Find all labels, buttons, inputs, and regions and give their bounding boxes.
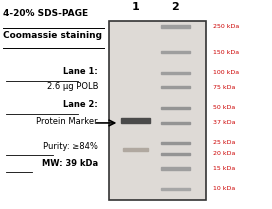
Text: 100 kDa: 100 kDa: [213, 70, 239, 75]
Text: 1: 1: [131, 2, 139, 12]
Bar: [160, 122, 190, 124]
Text: 2: 2: [171, 2, 179, 12]
Bar: [160, 51, 190, 54]
Text: 250 kDa: 250 kDa: [213, 24, 239, 29]
Text: 150 kDa: 150 kDa: [213, 50, 239, 55]
Text: 15 kDa: 15 kDa: [213, 166, 235, 171]
Text: 20 kDa: 20 kDa: [213, 152, 236, 157]
Bar: [160, 71, 190, 74]
Bar: [160, 167, 190, 170]
Text: 37 kDa: 37 kDa: [213, 120, 236, 125]
Bar: [160, 188, 190, 190]
Text: 25 kDa: 25 kDa: [213, 140, 236, 145]
Bar: [120, 118, 150, 123]
Text: Protein Marker: Protein Marker: [36, 117, 98, 126]
Text: 50 kDa: 50 kDa: [213, 105, 235, 110]
Text: Lane 1:: Lane 1:: [63, 67, 98, 76]
Bar: [160, 141, 190, 144]
Text: Coomassie staining: Coomassie staining: [4, 31, 102, 40]
Text: 10 kDa: 10 kDa: [213, 186, 235, 191]
Text: 4-20% SDS-PAGE: 4-20% SDS-PAGE: [4, 9, 88, 18]
Bar: [160, 107, 190, 109]
Text: Lane 2:: Lane 2:: [63, 101, 98, 110]
Bar: [160, 25, 190, 28]
Bar: [160, 86, 190, 88]
Text: 75 kDa: 75 kDa: [213, 85, 236, 90]
Text: 2.6 μg POLB: 2.6 μg POLB: [47, 82, 98, 91]
Bar: [123, 148, 148, 151]
Text: Purity: ≥84%: Purity: ≥84%: [43, 142, 98, 151]
Text: MW: 39 kDa: MW: 39 kDa: [42, 159, 98, 168]
Bar: [160, 153, 190, 155]
